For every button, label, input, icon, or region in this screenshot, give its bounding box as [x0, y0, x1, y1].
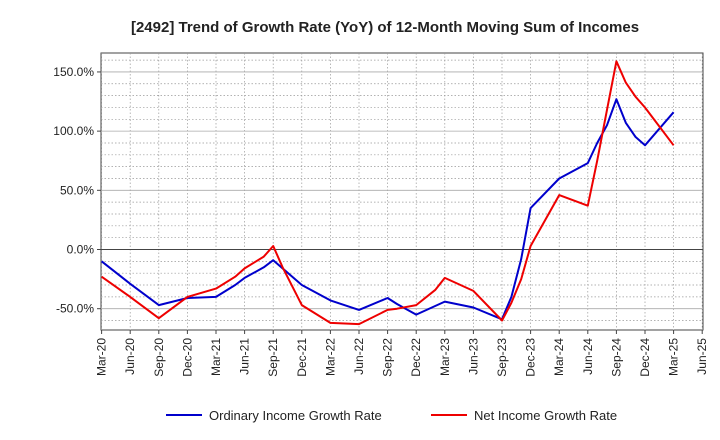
x-tick-label: Sep-23	[495, 338, 509, 377]
x-tick-label: Jun-22	[352, 338, 366, 375]
x-tick-label: Dec-20	[180, 338, 194, 377]
y-axis-ticks: -50.0% 0.0% 50.0% 100.0% 150.0%	[53, 65, 101, 316]
x-tick-label: Mar-24	[552, 338, 566, 376]
x-tick-label: Mar-25	[667, 338, 681, 376]
x-tick-label: Mar-23	[438, 338, 452, 376]
x-axis-ticks: Mar-20 Jun-20 Sep-20 Dec-20 Mar-21 Jun-21 Sep-…	[95, 330, 709, 377]
x-tick-label: Jun-20	[123, 338, 137, 375]
x-tick-label: Mar-20	[95, 338, 109, 376]
x-tick-label: Mar-21	[209, 338, 223, 376]
x-tick-label: Sep-20	[152, 338, 166, 377]
y-tick-label: 50.0%	[60, 183, 94, 197]
legend-label: Ordinary Income Growth Rate	[209, 408, 382, 423]
series-line-1	[100, 98, 675, 321]
grid	[101, 53, 703, 330]
x-tick-label: Jun-25	[695, 338, 709, 375]
x-tick-label: Sep-22	[381, 338, 395, 377]
y-tick-label: 150.0%	[53, 65, 94, 79]
x-tick-label: Mar-22	[323, 338, 337, 376]
legend: Ordinary Income Growth Rate Net Income Gr…	[166, 408, 617, 423]
x-tick-label: Jun-21	[238, 338, 252, 375]
y-tick-label: 0.0%	[67, 243, 95, 257]
x-tick-label: Dec-23	[524, 338, 538, 377]
x-tick-label: Dec-24	[638, 338, 652, 377]
chart-title: [2492] Trend of Growth Rate (YoY) of 12-…	[131, 19, 639, 36]
series-line-2	[101, 60, 675, 326]
x-tick-label: Dec-22	[409, 338, 423, 377]
y-tick-label: -50.0%	[56, 302, 94, 316]
x-tick-label: Sep-24	[609, 338, 623, 377]
legend-label: Net Income Growth Rate	[474, 408, 617, 423]
x-tick-label: Jun-24	[581, 338, 595, 375]
x-tick-label: Sep-21	[266, 338, 280, 377]
x-tick-label: Jun-23	[466, 338, 480, 375]
series-lines	[100, 60, 675, 326]
plot-area	[100, 52, 704, 331]
y-tick-label: 100.0%	[53, 124, 94, 138]
x-tick-label: Dec-21	[295, 338, 309, 377]
